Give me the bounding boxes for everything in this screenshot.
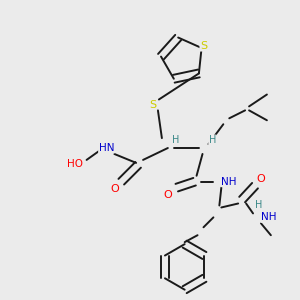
Text: NH: NH	[221, 177, 237, 187]
Text: NH: NH	[261, 212, 277, 222]
Text: S: S	[200, 41, 207, 51]
Text: H: H	[255, 200, 263, 211]
Text: HO: HO	[67, 159, 83, 169]
Text: O: O	[256, 174, 265, 184]
Text: HN: HN	[99, 143, 114, 153]
Text: H: H	[209, 135, 216, 145]
Text: H: H	[172, 135, 179, 145]
Text: O: O	[110, 184, 119, 194]
Text: O: O	[164, 190, 172, 200]
Text: S: S	[149, 100, 157, 110]
